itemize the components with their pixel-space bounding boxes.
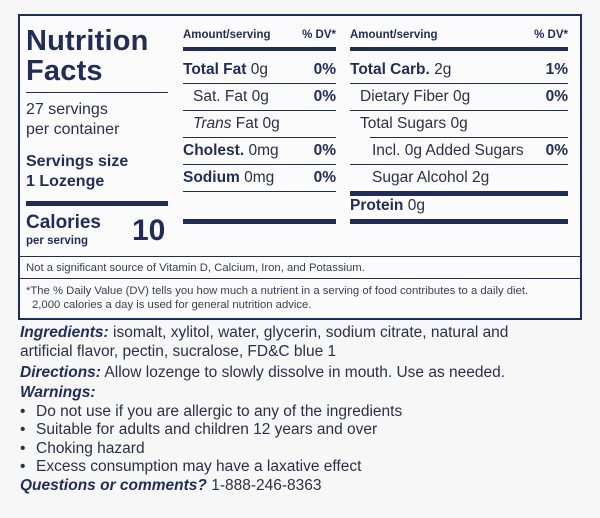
sodium-row: Sodium 0mg bbox=[183, 169, 275, 186]
divider bbox=[350, 110, 568, 111]
total-sugars-row: Total Sugars 0g bbox=[360, 115, 468, 132]
divider bbox=[183, 110, 336, 111]
divider bbox=[183, 137, 336, 138]
divider bbox=[20, 256, 580, 257]
added-sugars-row: Incl. 0g Added Sugars bbox=[372, 142, 524, 159]
divider bbox=[20, 278, 580, 279]
divider bbox=[350, 83, 568, 84]
divider bbox=[183, 164, 336, 165]
added-sugars-dv: 0% bbox=[545, 142, 568, 159]
calories-per-serving: per serving bbox=[26, 235, 88, 247]
divider bbox=[183, 83, 336, 84]
total-fat-row: Total Fat 0g bbox=[183, 61, 268, 78]
divider bbox=[370, 137, 568, 138]
servings-per-container: 27 servings per container bbox=[26, 101, 120, 138]
ingredients: Ingredients: isomalt, xylitol, water, gl… bbox=[20, 324, 509, 360]
divider bbox=[183, 191, 336, 192]
divider bbox=[350, 164, 568, 165]
total-fat-dv: 0% bbox=[313, 61, 336, 78]
total-carb-row: Total Carb. 2g bbox=[350, 61, 452, 78]
warning-item: • Excess consumption may have a laxative … bbox=[20, 458, 362, 475]
dv-footnote: *The % Daily Value (DV) tells you how mu… bbox=[26, 285, 529, 311]
dv-header-left: % DV* bbox=[302, 29, 336, 41]
sugar-alcohol-row: Sugar Alcohol 2g bbox=[372, 169, 490, 186]
thick-divider bbox=[183, 219, 336, 224]
amount-serving-header-left: Amount/serving bbox=[183, 29, 271, 41]
cholesterol-dv: 0% bbox=[313, 142, 336, 159]
warnings-label: Warnings: bbox=[20, 384, 96, 401]
dv-header-right: % DV* bbox=[534, 29, 568, 41]
total-carb-dv: 1% bbox=[545, 61, 568, 78]
warnings: Warnings: • Do not use if you are allergi… bbox=[20, 384, 590, 477]
calories-value: 10 bbox=[132, 214, 166, 247]
nutrition-facts-panel: Nutrition Facts 27 servings per containe… bbox=[18, 14, 582, 320]
sat-fat-dv: 0% bbox=[313, 88, 336, 105]
thick-divider bbox=[350, 219, 568, 224]
dietary-fiber-row: Dietary Fiber 0g bbox=[360, 88, 471, 105]
directions: Directions: Allow lozenge to slowly diss… bbox=[20, 364, 506, 381]
thick-divider bbox=[350, 47, 568, 51]
amount-serving-header-right: Amount/serving bbox=[350, 29, 438, 41]
protein-row: Protein 0g bbox=[350, 197, 425, 214]
warning-item: • Choking hazard bbox=[20, 439, 145, 457]
warning-item: • Do not use if you are allergic to any o… bbox=[20, 402, 403, 420]
sat-fat-row: Sat. Fat 0g bbox=[193, 88, 269, 105]
trans-fat-row: Trans Fat 0g bbox=[193, 115, 280, 132]
calories-label: Calories bbox=[26, 212, 101, 233]
cholesterol-row: Cholest. 0mg bbox=[183, 142, 279, 159]
thick-divider bbox=[26, 201, 168, 206]
questions-contact: Questions or comments? 1-888-246-8363 bbox=[20, 477, 322, 494]
dietary-fiber-dv: 0% bbox=[545, 88, 568, 105]
sodium-dv: 0% bbox=[313, 169, 336, 186]
serving-size: Servings size 1 Lozenge bbox=[26, 153, 129, 190]
thick-divider bbox=[350, 191, 568, 196]
thick-divider bbox=[183, 47, 336, 51]
divider bbox=[26, 92, 168, 93]
not-significant-note: Not a significant source of Vitamin D, C… bbox=[26, 262, 365, 274]
warning-item: • Suitable for adults and children 12 yea… bbox=[20, 421, 378, 438]
nutrition-facts-title: Nutrition Facts bbox=[26, 25, 149, 87]
